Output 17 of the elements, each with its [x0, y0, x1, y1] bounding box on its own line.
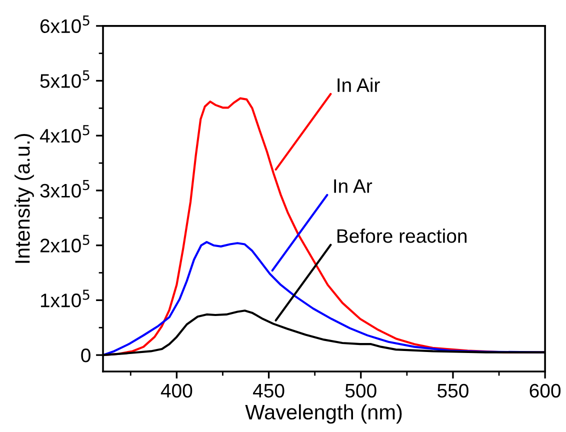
x-tick-label: 450	[253, 384, 284, 398]
x-tick-label: 500	[345, 384, 376, 398]
x-tick-label: 600	[530, 384, 561, 398]
y-axis-title: Intensity (a.u.)	[14, 134, 34, 263]
text: In Ar	[334, 179, 372, 193]
y-tick-label: 2x10$^{5}$	[40, 234, 90, 252]
y-tick-label: 3x10$^{5}$	[40, 180, 90, 198]
y-tick-label: 0	[81, 348, 90, 362]
text: Before reaction	[337, 228, 466, 243]
y-tick-label: 5x10$^{5}$	[40, 70, 90, 88]
y-tick-label: 1x10$^{5}$	[40, 290, 90, 308]
x-axis-title: Wavelength (nm)	[245, 404, 402, 424]
x-tick-label: 550	[438, 384, 468, 398]
y-tick-label: 6x10$^{5}$	[40, 15, 90, 34]
y-tick-label: 4x10$^{5}$	[40, 125, 90, 143]
x-tick-label: 400	[160, 384, 192, 398]
text: In Air	[338, 78, 380, 92]
